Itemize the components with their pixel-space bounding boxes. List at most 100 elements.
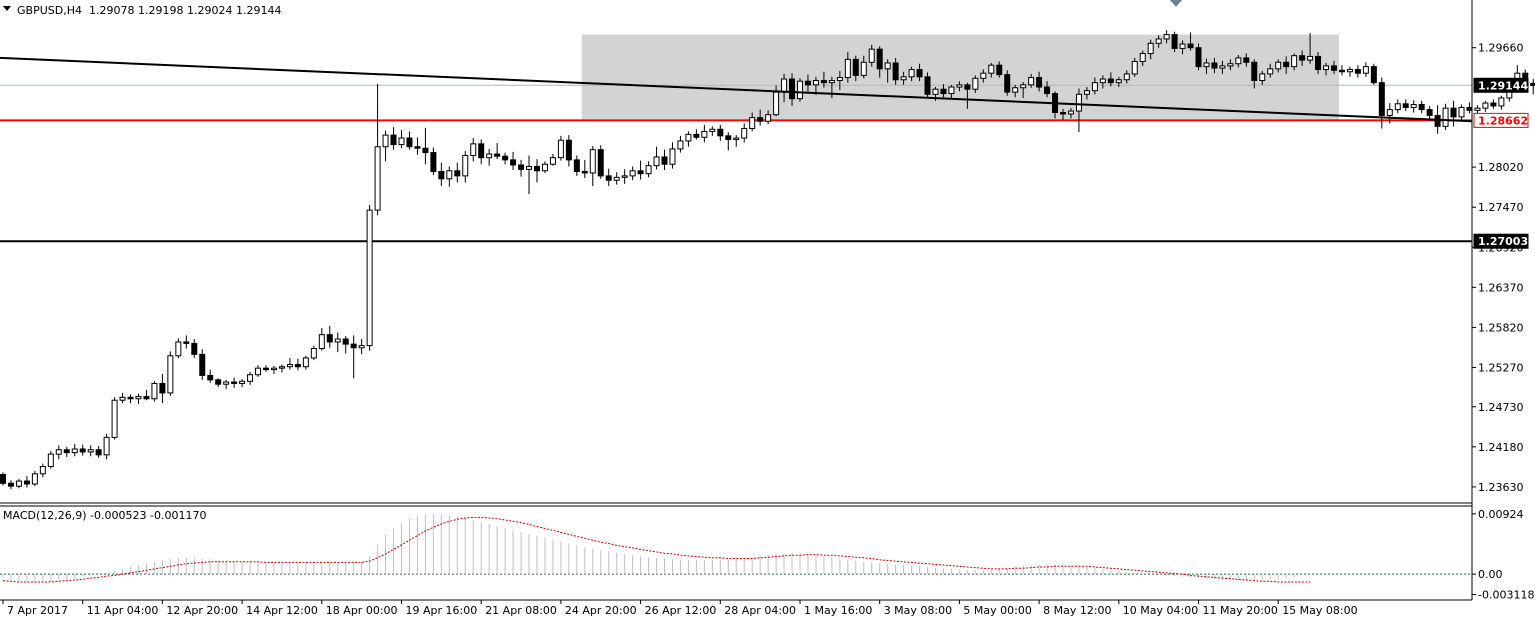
candle-body: [1299, 55, 1306, 61]
candle: [366, 205, 373, 351]
candle-body: [111, 399, 118, 438]
candle: [255, 365, 262, 377]
candle: [143, 390, 150, 401]
price-axis[interactable]: 1.296601.280201.274701.269201.263701.258…: [1472, 42, 1524, 494]
candle: [406, 131, 413, 150]
candle: [1251, 59, 1258, 89]
candle: [940, 84, 947, 98]
candle: [1060, 108, 1067, 120]
candle-body: [1235, 57, 1242, 65]
macd-axis[interactable]: 0.00924 0.00 -0.003118: [1472, 508, 1534, 602]
time-tick-label: 1 May 16:00: [804, 604, 872, 617]
candle-body: [541, 163, 548, 172]
candle-body: [876, 48, 883, 70]
candle: [1410, 100, 1417, 113]
candle-body: [199, 353, 206, 376]
candle: [374, 84, 381, 216]
candle-body: [127, 396, 134, 400]
candle: [621, 169, 628, 184]
candle-body: [1075, 93, 1082, 112]
candle-body: [438, 171, 445, 180]
candle-body: [151, 382, 158, 400]
candle: [1530, 79, 1535, 95]
dropdown-triangle-icon[interactable]: [3, 6, 11, 11]
candle-body: [207, 374, 214, 381]
candle: [1330, 60, 1337, 74]
candle-body: [462, 154, 469, 177]
candle-body: [406, 137, 413, 148]
candle: [765, 110, 772, 125]
candle: [39, 463, 46, 478]
candle-body: [1004, 74, 1011, 93]
candle-body: [1267, 68, 1274, 75]
candle-body: [119, 396, 126, 401]
candle-body: [1044, 86, 1051, 95]
candle: [1044, 81, 1051, 98]
candle-body: [390, 134, 397, 146]
candle: [1075, 88, 1082, 133]
candle-body: [860, 61, 867, 76]
candle-body: [629, 170, 636, 177]
macd-panel[interactable]: [0, 513, 1472, 583]
candle: [900, 71, 907, 85]
candle-body: [446, 170, 453, 180]
candle-body: [1012, 87, 1019, 93]
candle-body: [828, 79, 835, 84]
candle-body: [175, 341, 182, 357]
candle: [629, 166, 636, 181]
candle: [390, 127, 397, 150]
candle-body: [852, 58, 859, 76]
price-panel[interactable]: [0, 30, 1535, 490]
shift-marker-icon[interactable]: [1170, 0, 1182, 7]
candle-body: [23, 480, 30, 485]
candle: [175, 338, 182, 358]
candle: [844, 52, 851, 83]
candle: [733, 135, 740, 147]
candle: [111, 397, 118, 440]
candle-body: [334, 338, 341, 343]
candle: [1283, 56, 1290, 74]
candle-body: [661, 156, 668, 165]
candle-body: [1426, 109, 1433, 116]
candle-body: [725, 135, 732, 140]
candle: [15, 478, 22, 489]
candle-body: [71, 448, 78, 454]
price-tag-label: 1.29144: [1478, 79, 1528, 92]
candle-body: [1091, 82, 1098, 92]
candle-body: [1418, 104, 1425, 111]
candle-body: [1115, 79, 1122, 84]
candle: [294, 358, 301, 371]
candle: [1219, 60, 1226, 74]
trend-line[interactable]: [0, 56, 1473, 123]
price-tick-label: 1.25820: [1478, 321, 1524, 334]
time-axis[interactable]: 7 Apr 2017 11 Apr 04:00 12 Apr 20:00 14 Apr…: [2, 600, 1358, 617]
candle: [1474, 105, 1481, 114]
candle-body: [573, 159, 580, 173]
candle: [199, 349, 206, 380]
candle: [215, 378, 222, 388]
candle: [868, 44, 875, 67]
candle-body: [868, 48, 875, 63]
candle: [789, 73, 796, 106]
candle-body: [470, 143, 477, 156]
candle: [1004, 70, 1011, 96]
candle-body: [1490, 102, 1497, 107]
candle-body: [1227, 63, 1234, 67]
time-tick-label: 26 Apr 12:00: [645, 604, 717, 617]
candle: [741, 123, 748, 143]
candle-body: [1450, 107, 1457, 118]
candle: [533, 159, 540, 183]
price-tick-label: 1.25270: [1478, 361, 1524, 374]
candle-body: [797, 80, 803, 100]
candle-body: [1203, 62, 1210, 68]
candle-body: [773, 91, 780, 116]
time-tick-label: 14 Apr 12:00: [246, 604, 318, 617]
time-tick-label: 24 Apr 20:00: [565, 604, 637, 617]
price-tag-box: [1473, 233, 1529, 249]
time-tick-label: 12 Apr 20:00: [166, 604, 238, 617]
candle-body: [996, 64, 1003, 76]
candle: [693, 129, 700, 140]
candle: [581, 159, 588, 179]
candle-body: [1099, 78, 1106, 84]
